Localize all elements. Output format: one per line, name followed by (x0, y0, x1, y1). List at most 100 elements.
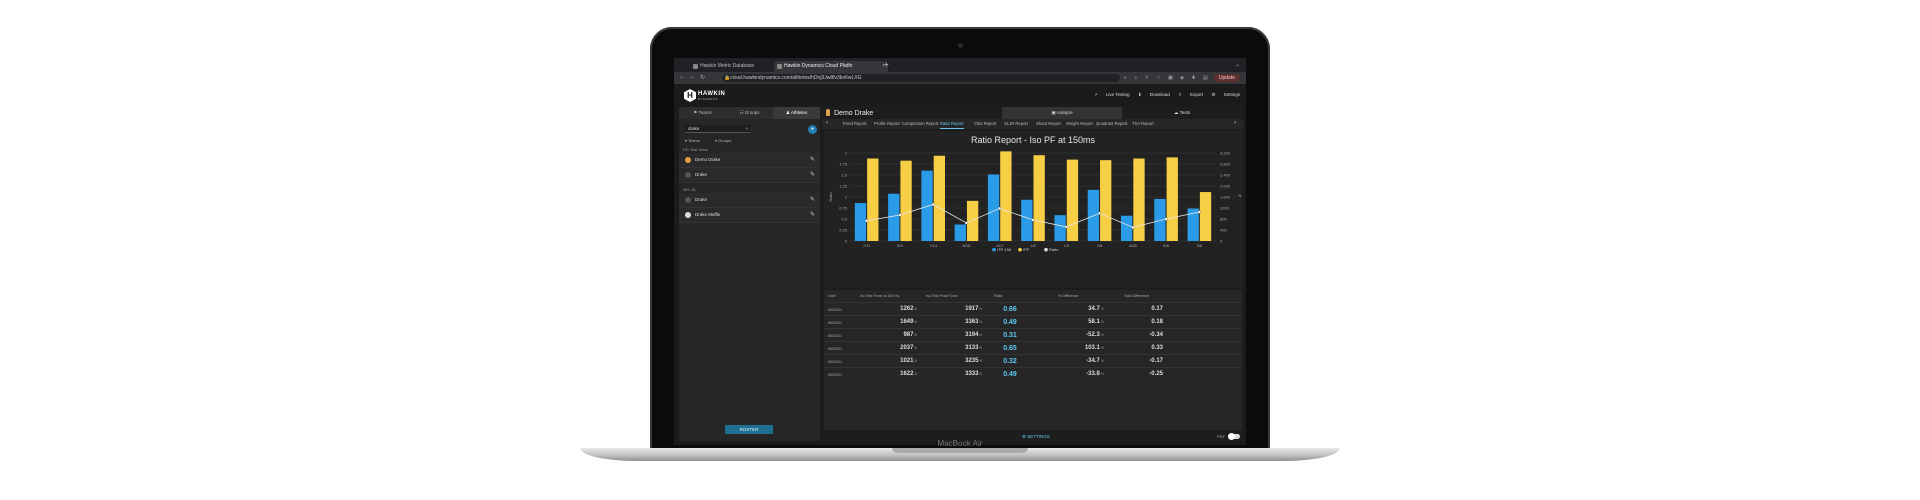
column-header[interactable]: Total Difference (1124, 294, 1149, 298)
hawkin-logo[interactable]: H HAWKIN DYNAMICS (684, 89, 725, 103)
pdf-toggle[interactable]: PDF (1217, 433, 1240, 440)
add-athlete-button[interactable]: + (808, 125, 817, 134)
athlete-item[interactable]: Drake Maffie ✎ (679, 208, 820, 223)
export-link[interactable]: ⇪ Export (1178, 92, 1204, 97)
tab-quadrant-report[interactable]: Quadrant Report (1096, 121, 1128, 126)
pct-value: -33.8 (1086, 371, 1100, 377)
x-tick-label: 1/6 (1030, 243, 1036, 248)
camera (958, 43, 963, 48)
right-tick-label: 1,600 (1220, 195, 1231, 200)
table-row[interactable]: 8/6/2021 1021N 3235N 0.32 -34.7% -0.17 (824, 354, 1242, 368)
edit-icon[interactable]: ✎ (809, 172, 815, 178)
table-row[interactable]: 8/6/2021 2037N 3133N 0.65 103.1% 0.33 (824, 341, 1242, 355)
column-header[interactable]: Iso Test Force at 150 ms (860, 294, 900, 298)
column-header[interactable]: % Difference (1058, 294, 1079, 298)
pct-value: 34.7 (1088, 306, 1100, 312)
new-tab-button[interactable]: + (884, 60, 889, 69)
update-button[interactable]: Update (1213, 74, 1240, 82)
total-difference-cell: -0.34 (1149, 332, 1163, 338)
athlete-name: Demo Drake (695, 157, 721, 162)
settings-label: SETTINGS (1027, 434, 1050, 439)
forward-icon[interactable]: → (689, 74, 695, 80)
roster-button[interactable]: ROSTER (725, 425, 773, 434)
athlete-item[interactable]: Drake ✎ (679, 193, 820, 208)
force-150-cell: 1262N (879, 306, 917, 312)
table-row[interactable]: 8/6/2021 1622N 3333N 0.49 -33.8% -0.25 (824, 367, 1242, 381)
unit: N (979, 359, 982, 363)
bar-itp-150 (921, 170, 933, 241)
filter-groups[interactable]: ▾ Groups (714, 138, 732, 143)
column-header[interactable]: Iso Test Peak Force (926, 294, 958, 298)
tab-shoot-report[interactable]: Shoot Report (1036, 121, 1061, 126)
column-header[interactable]: Ratio (994, 294, 1003, 298)
unit: N (914, 346, 917, 350)
ratio-point (865, 219, 869, 223)
tab-label: Tests (1179, 110, 1191, 115)
table-row[interactable]: 8/6/2021 987N 3194N 0.31 -52.3% -0.34 (824, 328, 1242, 342)
reload-icon[interactable]: ↻ (700, 75, 706, 81)
filter-teams[interactable]: ▾ Teams (685, 138, 700, 143)
tab-groups[interactable]: ☷ Groups (739, 110, 760, 115)
tab-cmj-report[interactable]: CMJ Report (974, 121, 997, 126)
athlete-item[interactable]: Drake ✎ (679, 168, 820, 183)
force-150-cell: 2037N (879, 345, 917, 351)
tab-trend-report[interactable]: Trend Report (842, 121, 867, 126)
group-label: HD Test Team (683, 147, 708, 152)
legend-label: ITP-150 (997, 247, 1012, 252)
table-row[interactable]: 8/6/2021 1262N 1917N 0.66 34.7% 0.17 (824, 302, 1242, 316)
settings-button[interactable]: ⚙ SETTINGS (1022, 434, 1050, 439)
x-tick-label: 10/7 (996, 243, 1005, 248)
tab-comparison-report[interactable]: Comparison Report (902, 121, 939, 126)
download-link[interactable]: ⬇ Download (1137, 92, 1170, 97)
tab-teams[interactable]: ⚑ Teams (693, 110, 712, 115)
peak-force-value: 3333 (965, 371, 979, 377)
live-testing-link[interactable]: ⚡ Live Testing (1094, 92, 1130, 97)
edit-icon[interactable]: ✎ (809, 157, 815, 163)
browser-tab-active[interactable]: Hawkin Dynamics Cloud Platfo × (774, 61, 888, 72)
clear-icon[interactable]: × (745, 126, 748, 131)
browser-tab[interactable]: Hawkin Metric Database × (690, 61, 780, 72)
athlete-search-input[interactable]: drake × (685, 125, 750, 133)
athlete-item[interactable]: Demo Drake ✎ (679, 153, 820, 168)
settings-link[interactable]: ⚙ Settings (1211, 92, 1240, 97)
filters: ▾ Teams ▾ Groups (685, 138, 745, 143)
bar-ipf (1000, 151, 1012, 241)
peak-force-cell: 3333N (944, 371, 982, 377)
bar-ipf (1133, 158, 1145, 241)
toggle-switch[interactable] (1228, 433, 1240, 440)
chevron-left-icon[interactable]: ‹ (826, 120, 828, 126)
chevron-down-icon[interactable]: ⌄ (1234, 62, 1240, 68)
tab-profile-report[interactable]: Profile Report (874, 121, 900, 126)
url-input[interactable]: 🔒 cloud.hawkindynamics.com/athletes/hDnj… (722, 74, 1120, 82)
edit-icon[interactable]: ✎ (809, 197, 815, 203)
bar-itp-150 (1054, 215, 1066, 241)
back-icon[interactable]: ← (679, 74, 685, 80)
table-row[interactable]: 8/6/2021 1649N 3363N 0.49 58.1% 0.18 (824, 315, 1242, 329)
tab-label: Teams (698, 110, 712, 115)
column-header[interactable]: Date (828, 294, 836, 298)
total-difference-cell: 0.33 (1151, 345, 1163, 351)
tab-weight-report[interactable]: Weight Report (1066, 121, 1093, 126)
tab-tests[interactable]: ☁ Tests (1173, 110, 1191, 115)
lock-icon: 🔒 (724, 75, 731, 81)
ratio-point (1131, 225, 1135, 229)
force-150-cell: 1622N (879, 371, 917, 377)
left-tick-label: 1.75 (839, 162, 848, 167)
pct-value: 103.1 (1084, 345, 1100, 351)
legend-label: Ratio (1049, 247, 1059, 252)
close-icon[interactable]: × (882, 63, 885, 69)
edit-icon[interactable]: ✎ (809, 212, 815, 218)
extension-icons[interactable]: ◐ ⌕ ⇪ ☆ ▣ ◈ ✚ ▤ ◉ (1124, 75, 1223, 81)
left-tick-label: 0.25 (839, 228, 848, 233)
bar-itp-150 (987, 174, 1000, 241)
chevron-right-icon[interactable]: › (1234, 120, 1236, 126)
left-tick-label: 1 (845, 195, 848, 200)
force-150-value: 1649 (900, 319, 914, 325)
tab-sljr-report[interactable]: SLJR Report (1004, 121, 1028, 126)
tab-athletes[interactable]: ♟ Athletes (773, 107, 820, 119)
tab-analyze[interactable]: ▣ Analyze (1002, 107, 1122, 119)
bar-itp-150 (1187, 208, 1199, 241)
pdf-label: PDF (1217, 434, 1225, 439)
tab-ratio-report[interactable]: Ratio Report (940, 120, 964, 129)
tab-tsa-report[interactable]: TSA Report (1132, 121, 1154, 126)
